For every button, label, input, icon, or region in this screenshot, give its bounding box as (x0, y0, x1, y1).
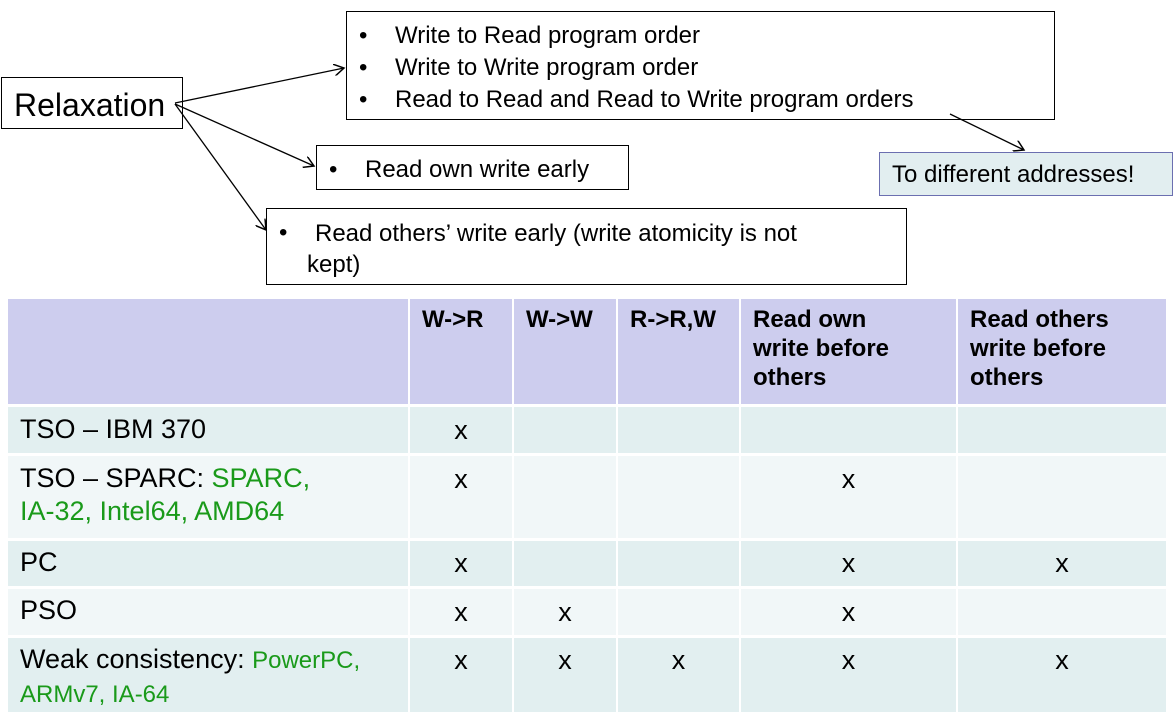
arrow-to-program-order (174, 68, 344, 104)
bullet-item-line1: Read others’ write early (write atomicit… (315, 220, 797, 247)
mark-cell (618, 407, 739, 453)
row-label: Weak consistency: PowerPC, ARMv7, IA-64 (8, 638, 408, 712)
header-line: write before (970, 335, 1107, 362)
mark-cell: x (741, 541, 956, 586)
header-line: others (970, 364, 1044, 391)
bullet: • (279, 219, 288, 246)
header-cell-empty (8, 299, 408, 404)
row-label: PSO (8, 589, 408, 635)
mark-cell (741, 407, 956, 453)
mark-cell (958, 456, 1166, 538)
read-others-write-box: • Read others’ write early (write atomic… (266, 208, 907, 285)
program-order-box: • Write to Read program order • Write to… (346, 11, 1055, 120)
bullet-item: Read to Read and Read to Write program o… (395, 86, 914, 113)
row-label: TSO – SPARC: SPARC, IA-32, Intel64, AMD6… (8, 456, 408, 538)
header-r-rw: R->R,W (618, 299, 739, 404)
header-line: write before (753, 335, 890, 362)
row-label: TSO – IBM 370 (8, 407, 408, 453)
row-label-highlight: SPARC, (211, 463, 311, 493)
mark-cell: x (514, 589, 616, 635)
header-line: Read others (970, 306, 1109, 333)
row-label-highlight: ARMv7, IA-64 (20, 681, 170, 708)
mark-cell: x (618, 638, 739, 712)
memory-model-table: W->R W->W R->R,W Read own write before o… (8, 299, 1166, 712)
connector-arrows (174, 0, 1176, 300)
mark-cell: x (514, 638, 616, 712)
header-line: others (753, 364, 827, 391)
note-box: To different addresses! (879, 152, 1173, 196)
mark-cell: x (410, 638, 512, 712)
mark-cell: x (958, 541, 1166, 586)
mark-cell (958, 589, 1166, 635)
header-read-own: Read own write before others (741, 299, 956, 404)
bullet-item: Write to Read program order (395, 22, 701, 49)
mark-cell: x (741, 638, 956, 712)
bullet-item: Write to Write program order (395, 54, 699, 81)
bullet: • (329, 156, 338, 183)
header-w-w: W->W (514, 299, 616, 404)
relaxation-box: Relaxation (1, 77, 183, 129)
bullet: • (359, 22, 368, 49)
mark-cell: x (410, 589, 512, 635)
mark-cell (618, 541, 739, 586)
mark-cell: x (741, 589, 956, 635)
mark-cell: x (410, 541, 512, 586)
mark-cell (618, 456, 739, 538)
mark-cell: x (410, 456, 512, 538)
mark-cell (514, 407, 616, 453)
read-own-write-box: • Read own write early (316, 145, 629, 190)
bullet: • (359, 54, 368, 81)
mark-cell (958, 407, 1166, 453)
header-read-others: Read others write before others (958, 299, 1166, 404)
row-label-highlight: IA-32, Intel64, AMD64 (20, 496, 285, 526)
mark-cell: x (410, 407, 512, 453)
mark-cell: x (958, 638, 1166, 712)
header-line: Read own (753, 306, 867, 333)
note-text: To different addresses! (892, 161, 1135, 188)
mark-cell (618, 589, 739, 635)
row-label-highlight: PowerPC, (252, 647, 361, 674)
mark-cell: x (741, 456, 956, 538)
relaxation-label: Relaxation (14, 87, 166, 123)
arrow-to-read-own (174, 103, 314, 166)
header-w-r: W->R (410, 299, 512, 404)
mark-cell (514, 541, 616, 586)
mark-cell (514, 456, 616, 538)
bullet: • (359, 86, 368, 113)
row-label: PC (8, 541, 408, 586)
arrow-to-read-others (174, 103, 266, 230)
bullet-item-line2: kept) (307, 251, 361, 278)
row-label-text: TSO – SPARC: (20, 463, 212, 493)
bullet-item: Read own write early (365, 156, 590, 183)
row-label-text: Weak consistency: (20, 644, 253, 674)
arrow-to-note (949, 113, 1024, 150)
